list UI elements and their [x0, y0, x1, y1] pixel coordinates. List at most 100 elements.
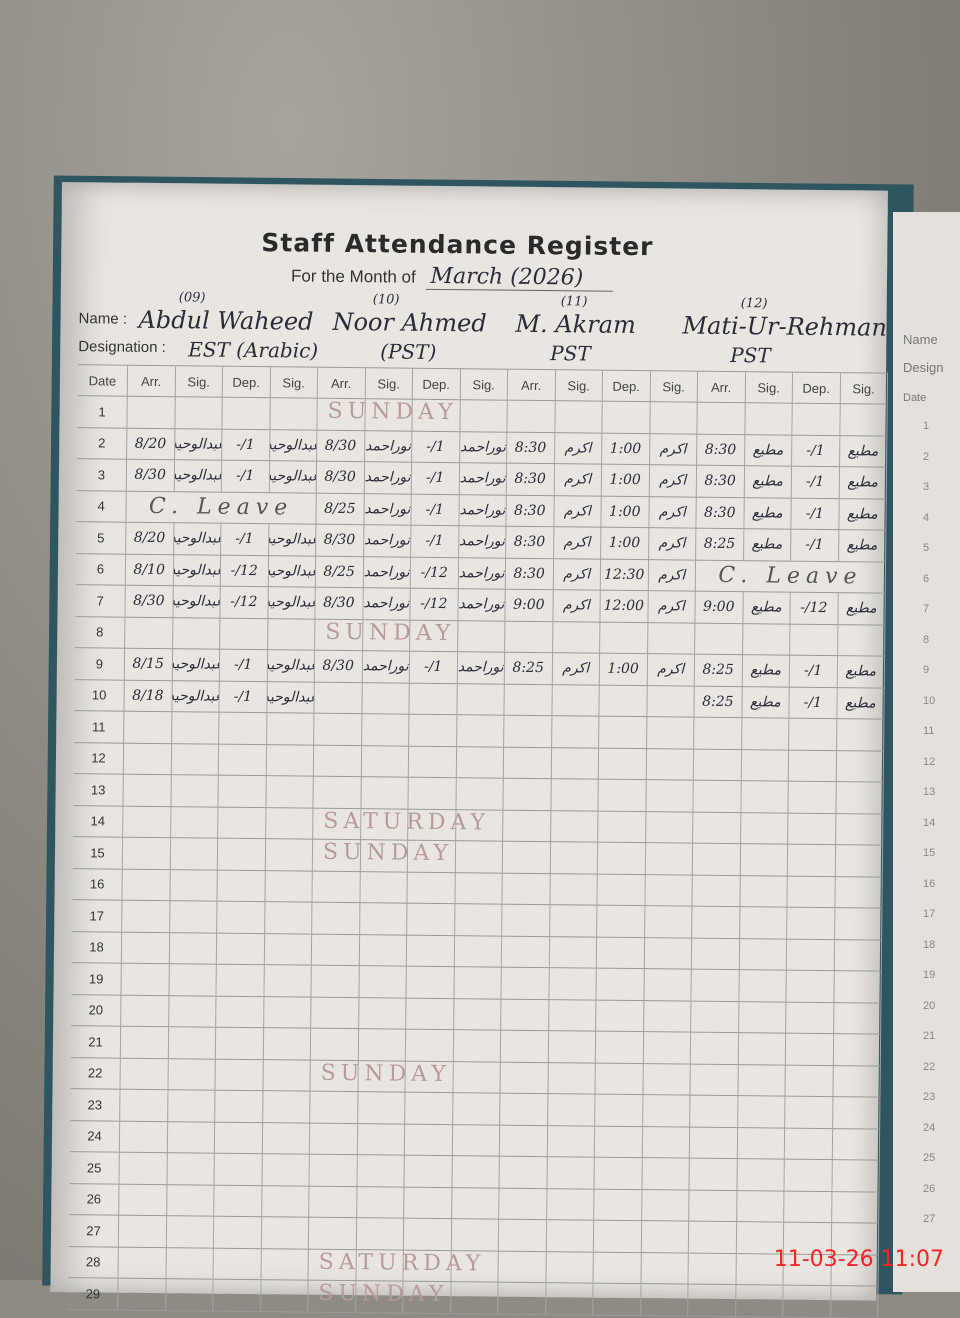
next-page-date: 18 — [923, 938, 936, 951]
arrival-time: 8:30 — [697, 434, 745, 466]
empty-cell — [788, 750, 837, 782]
empty-cell — [213, 1248, 262, 1280]
empty-cell — [693, 749, 742, 781]
next-name-label: Name — [903, 332, 938, 347]
departure-time: 1:00 — [601, 464, 650, 496]
row-date: 2 — [77, 427, 128, 459]
empty-cell — [839, 404, 888, 436]
row-date: 24 — [69, 1120, 121, 1152]
empty-cell — [739, 907, 788, 939]
empty-cell — [127, 396, 176, 428]
empty-cell — [549, 873, 598, 905]
empty-cell — [216, 933, 265, 965]
empty-cell — [358, 966, 407, 998]
timestamp: 11-03-26 11:07 — [773, 1247, 944, 1272]
day-note: SUNDAY — [325, 619, 456, 646]
arrival-time: 8:30 — [506, 526, 554, 558]
empty-cell — [596, 937, 645, 969]
signature: عبدالوحید — [173, 523, 222, 555]
row-date: 16 — [72, 868, 123, 900]
empty-cell — [697, 402, 746, 434]
empty-cell — [356, 1218, 405, 1250]
signature: اکرم — [553, 527, 602, 559]
next-page-date: 6 — [923, 572, 930, 585]
empty-cell — [308, 1217, 357, 1249]
empty-cell — [502, 841, 551, 873]
next-page-date: 20 — [923, 999, 936, 1012]
column-header: Sig. — [840, 373, 889, 404]
empty-cell — [312, 871, 361, 903]
empty-cell — [646, 717, 695, 749]
row-date: 29 — [68, 1278, 119, 1310]
empty-cell — [501, 999, 549, 1031]
empty-cell — [504, 715, 552, 747]
empty-cell — [123, 806, 171, 838]
empty-cell — [695, 623, 743, 655]
empty-cell — [405, 1029, 454, 1061]
departure-time — [599, 685, 648, 717]
signature: مطیع — [742, 592, 791, 624]
empty-cell — [121, 963, 170, 995]
departure-time: 12:30 — [600, 559, 649, 591]
empty-cell — [599, 716, 647, 748]
empty-cell — [217, 838, 266, 870]
signature: عبدالوحید — [269, 429, 318, 461]
arrival-time — [504, 684, 553, 716]
row-date: 3 — [76, 459, 128, 491]
empty-cell — [593, 1283, 641, 1315]
signature: اکرم — [648, 528, 697, 560]
departure-time: -/1 — [411, 494, 460, 526]
signature: مطیع — [838, 498, 887, 530]
empty-cell — [739, 875, 788, 907]
signature — [551, 684, 600, 716]
empty-cell — [218, 744, 267, 776]
arrival-time: 8/20 — [126, 522, 174, 554]
signature: نوراحمد — [457, 652, 506, 684]
empty-cell — [834, 939, 883, 971]
empty-cell — [837, 624, 886, 656]
empty-cell — [119, 1121, 168, 1153]
empty-cell — [456, 715, 505, 747]
empty-cell — [598, 811, 646, 843]
empty-cell — [641, 1221, 690, 1253]
signature: اکرم — [553, 495, 602, 527]
empty-cell — [216, 964, 265, 996]
staff-designation: EST (Arabic) — [188, 337, 319, 363]
empty-cell — [119, 1152, 168, 1184]
empty-cell — [644, 937, 693, 969]
empty-cell — [647, 622, 696, 654]
empty-cell — [503, 778, 552, 810]
next-date-label: Date — [903, 392, 927, 404]
empty-cell — [689, 1158, 738, 1190]
empty-cell — [263, 1028, 312, 1060]
empty-cell — [595, 1031, 644, 1063]
signature: عبدالوحید — [173, 554, 222, 586]
signature: اکرم — [554, 464, 603, 496]
empty-cell — [505, 621, 553, 653]
empty-cell — [545, 1283, 594, 1315]
empty-cell — [831, 1160, 880, 1192]
empty-cell — [219, 712, 267, 744]
signature: اکرم — [648, 496, 697, 528]
empty-cell — [644, 906, 693, 938]
empty-cell — [122, 900, 170, 932]
arrival-time: 8/20 — [127, 428, 175, 460]
empty-cell — [736, 1159, 785, 1191]
empty-cell — [361, 714, 410, 746]
day-note: SUNDAY — [327, 398, 458, 426]
empty-cell — [125, 617, 173, 649]
arrival-time: 8:30 — [506, 495, 555, 527]
empty-cell — [547, 1125, 596, 1157]
arrival-time: 8:30 — [507, 432, 555, 464]
row-date: 10 — [74, 679, 125, 711]
column-header: Sig. — [175, 366, 224, 397]
empty-cell — [403, 1218, 452, 1250]
staff-serial: (12) — [740, 296, 768, 312]
departure-time: -/12 — [220, 586, 269, 618]
empty-cell — [642, 1063, 691, 1095]
departure-time: -/12 — [410, 588, 459, 620]
signature: اکرم — [552, 590, 601, 622]
empty-cell — [313, 745, 362, 777]
leave-entry: C. Leave — [126, 491, 317, 524]
next-page-date: 5 — [923, 542, 930, 554]
